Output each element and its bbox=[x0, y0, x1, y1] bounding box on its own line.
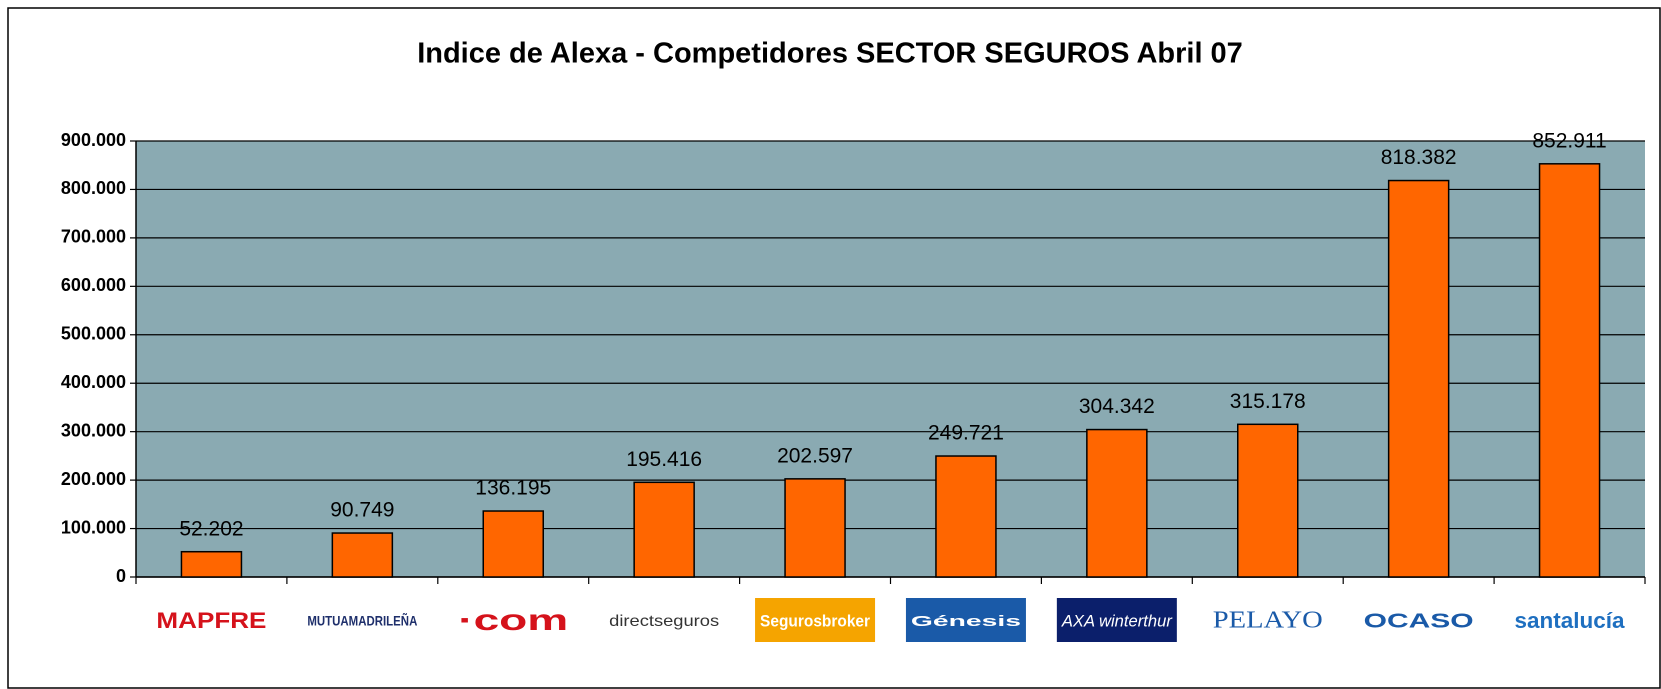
data-label: 818.382 bbox=[1381, 146, 1457, 169]
x-tick-label: MUTUAMADRILEÑA bbox=[307, 612, 417, 629]
data-label: 136.195 bbox=[475, 477, 551, 500]
y-tick-label: 900.000 bbox=[61, 130, 126, 150]
data-label: 195.416 bbox=[626, 448, 702, 471]
bar bbox=[1086, 428, 1148, 578]
y-tick-label: 700.000 bbox=[61, 227, 126, 247]
chart-title: Indice de Alexa - Competidores SECTOR SE… bbox=[417, 38, 1243, 70]
x-tick-label: Segurosbroker bbox=[760, 611, 870, 630]
data-label: 202.597 bbox=[777, 444, 853, 467]
logo-background bbox=[1056, 598, 1177, 642]
data-label: 315.178 bbox=[1230, 390, 1306, 413]
y-tick-label: 200.000 bbox=[61, 469, 126, 489]
y-tick-label: 300.000 bbox=[61, 420, 126, 440]
data-label: 90.749 bbox=[330, 499, 394, 522]
y-tick-label: 400.000 bbox=[61, 372, 126, 392]
bar bbox=[180, 550, 243, 578]
logo-background bbox=[755, 598, 876, 642]
bar bbox=[633, 481, 695, 578]
data-label: 249.721 bbox=[928, 422, 1004, 445]
bar bbox=[1237, 423, 1299, 578]
x-tick-label: Génesis bbox=[911, 613, 1021, 630]
bar bbox=[1387, 179, 1450, 578]
logo-background bbox=[905, 598, 1026, 642]
bar bbox=[935, 455, 997, 578]
x-tick-label: ·com bbox=[458, 604, 568, 637]
data-label: 52.202 bbox=[179, 517, 243, 540]
bar bbox=[482, 510, 544, 578]
y-tick-label: 0 bbox=[116, 566, 126, 586]
y-tick-label: 500.000 bbox=[61, 324, 126, 344]
bar bbox=[784, 478, 846, 578]
bar bbox=[331, 532, 394, 578]
y-tick-label: 800.000 bbox=[61, 178, 126, 198]
x-tick-label: MAPFRE bbox=[156, 608, 266, 633]
bar bbox=[1538, 163, 1601, 578]
y-tick-label: 600.000 bbox=[61, 275, 126, 295]
x-tick-label: santalucía bbox=[1515, 608, 1626, 633]
x-tick-label: AXA winterthur bbox=[1061, 611, 1173, 630]
data-label: 304.342 bbox=[1079, 395, 1155, 418]
y-tick-label: 100.000 bbox=[61, 517, 126, 537]
x-tick-label: PELAYO bbox=[1213, 608, 1323, 634]
data-label: 852.911 bbox=[1532, 129, 1606, 152]
x-tick-label: directseguros bbox=[609, 613, 719, 630]
x-tick-label: OCASO bbox=[1364, 610, 1474, 632]
